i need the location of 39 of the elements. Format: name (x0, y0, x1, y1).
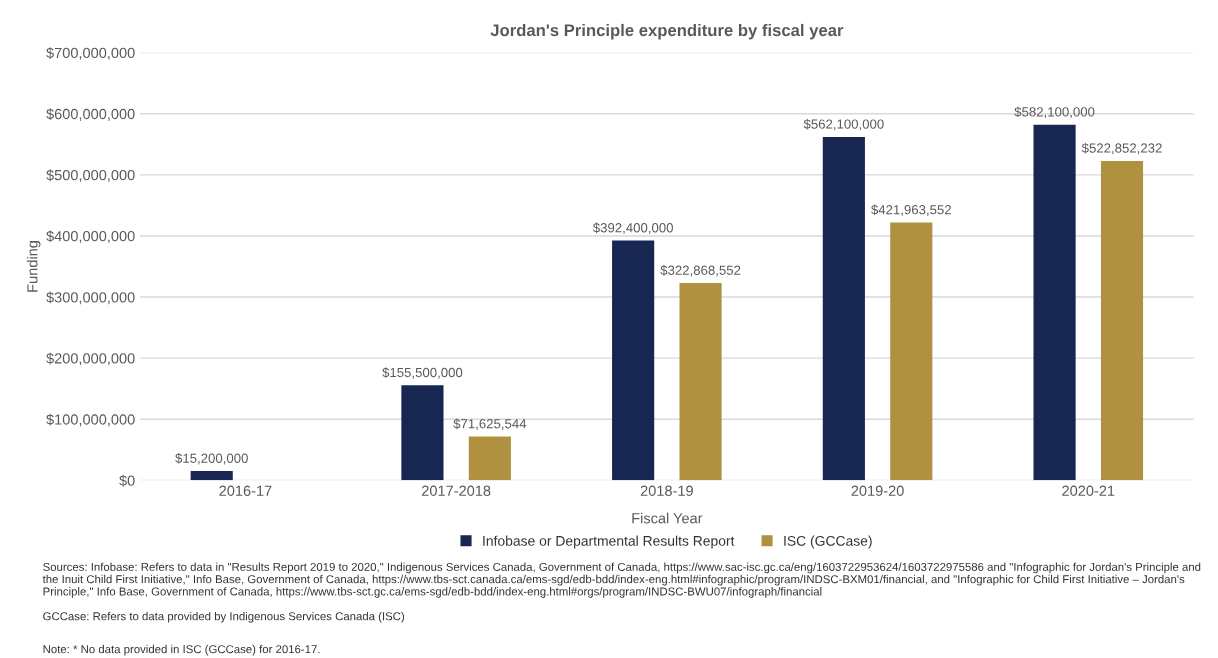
y-tick-label: $0 (119, 474, 135, 487)
y-tick-label: $200,000,000 (46, 352, 135, 366)
data-label: $15,200,000 (175, 452, 248, 465)
y-tick-label: $600,000,000 (46, 108, 135, 121)
bar (679, 283, 722, 481)
bar (612, 240, 655, 481)
x-tick-label: 2016-17 (219, 485, 272, 496)
y-tick-label: $100,000,000 (46, 413, 135, 427)
text: Note: * No data provided in ISC (GCCase) for 2016-17. (43, 644, 320, 656)
source-note: Sources: Infobase: Refers to data in "Results Report 2019 to 2020," Indigenous Services Canada, Government of Canada, https://www.sac-isc.gc.ca/eng/1603722953624/1603722975586 and "Infographic for Jordan's Principle and the Inuit Child First Initiative," Info Base, Government of Canada, https://www.tbs-sct.canada.ca/ems-sgd/edb-bdd/index-eng.html#infographic/program/INDSC-BXM01/financial, and "Infographic for Child First Initiative – Jordan's Principle," Info Base, Government of Canada, https://www.tbs-sct.gc.ca/ems-sgd/edb-bdd/index-eng.html#orgs/program/INDSC-BWU07/infograph/financial (42, 562, 1201, 598)
x-tick-label: 2018-19 (640, 485, 693, 496)
legend-label: Infobase or Departmental Results Report (483, 535, 735, 549)
data-label: $322,868,552 (660, 265, 741, 277)
bar (890, 222, 933, 481)
x-tick-label: 2017-2018 (422, 485, 491, 496)
bar (1033, 124, 1076, 481)
bar (822, 136, 865, 481)
y-tick-label: $400,000,000 (46, 230, 135, 244)
bar (1100, 160, 1144, 481)
data-label: $522,852,232 (1081, 142, 1162, 155)
y-tick-label: $700,000,000 (46, 47, 135, 60)
bar (401, 385, 444, 481)
x-axis-title: Fiscal Year (632, 512, 703, 524)
data-label: $71,625,544 (453, 418, 527, 430)
y-tick-label: $500,000,000 (46, 169, 135, 182)
data-label: $421,963,552 (871, 204, 951, 216)
y-axis-title: Funding (26, 241, 41, 292)
text: GCCase: Refers to data provided by Indigenous Services Canada (ISC) (43, 611, 405, 623)
bar (468, 436, 511, 481)
data-label: $582,100,000 (1014, 106, 1095, 119)
bar (190, 471, 233, 481)
x-tick-label: 2020-21 (1062, 485, 1115, 496)
x-tick-label: 2019-20 (851, 485, 904, 496)
legend-label: ISC (GCCase) (784, 535, 872, 549)
data-label: $392,400,000 (592, 222, 673, 234)
chart-title: Jordan's Principle expenditure by fiscal year (490, 23, 844, 40)
data-label: $562,100,000 (803, 118, 884, 131)
y-tick-label: $300,000,000 (46, 291, 135, 305)
data-label: $155,500,000 (382, 367, 463, 379)
